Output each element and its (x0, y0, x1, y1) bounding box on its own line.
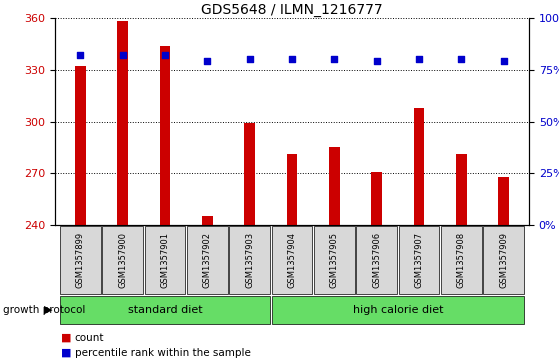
Bar (329, 147, 340, 225)
Text: GSM1357900: GSM1357900 (118, 232, 127, 288)
Text: GSM1357902: GSM1357902 (203, 232, 212, 288)
Point (499, 58, 508, 64)
Text: GSM1357906: GSM1357906 (372, 232, 381, 288)
Point (203, 58, 212, 64)
Text: growth protocol: growth protocol (3, 305, 85, 315)
Text: GSM1357907: GSM1357907 (414, 232, 424, 288)
Point (414, 57, 423, 62)
Text: standard diet: standard diet (127, 305, 202, 315)
Bar (371, 172, 382, 225)
FancyBboxPatch shape (229, 227, 270, 294)
Bar (414, 108, 424, 225)
FancyBboxPatch shape (484, 227, 524, 294)
Bar (287, 154, 297, 225)
Text: ■: ■ (60, 333, 71, 343)
Bar (456, 154, 467, 225)
Point (372, 58, 381, 64)
FancyBboxPatch shape (102, 227, 143, 294)
FancyBboxPatch shape (441, 227, 482, 294)
FancyBboxPatch shape (187, 227, 228, 294)
Text: ▶: ▶ (44, 305, 53, 315)
Point (330, 57, 339, 62)
Text: percentile rank within the sample: percentile rank within the sample (74, 348, 250, 358)
Point (245, 57, 254, 62)
Text: GSM1357899: GSM1357899 (76, 232, 85, 288)
Text: ■: ■ (60, 348, 71, 358)
Text: GSM1357901: GSM1357901 (160, 232, 169, 288)
Title: GDS5648 / ILMN_1216777: GDS5648 / ILMN_1216777 (201, 3, 383, 17)
Bar (498, 177, 509, 225)
Bar (160, 46, 170, 225)
Bar (244, 123, 255, 225)
Point (287, 57, 296, 62)
Text: GSM1357908: GSM1357908 (457, 232, 466, 288)
FancyBboxPatch shape (60, 227, 101, 294)
Text: GSM1357904: GSM1357904 (287, 232, 296, 288)
FancyBboxPatch shape (314, 227, 354, 294)
FancyBboxPatch shape (272, 296, 524, 324)
Text: GSM1357905: GSM1357905 (330, 232, 339, 288)
FancyBboxPatch shape (145, 227, 186, 294)
FancyBboxPatch shape (399, 227, 439, 294)
Bar (75, 66, 86, 225)
Text: GSM1357903: GSM1357903 (245, 232, 254, 288)
FancyBboxPatch shape (60, 296, 270, 324)
Point (119, 52, 127, 58)
Point (76, 52, 85, 58)
Bar (202, 216, 212, 225)
FancyBboxPatch shape (356, 227, 397, 294)
Point (457, 57, 466, 62)
Text: count: count (74, 333, 104, 343)
Text: GSM1357909: GSM1357909 (499, 232, 508, 288)
Point (160, 52, 169, 58)
Text: high calorie diet: high calorie diet (353, 305, 443, 315)
FancyBboxPatch shape (272, 227, 312, 294)
Bar (117, 21, 128, 225)
